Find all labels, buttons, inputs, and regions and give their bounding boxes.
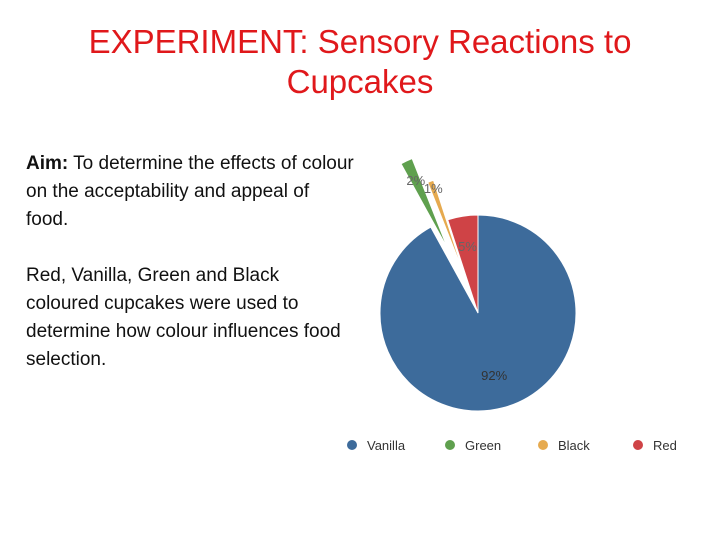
pie-slice-black	[427, 179, 465, 274]
legend-item-black: Black	[538, 438, 590, 453]
legend-label-vanilla: Vanilla	[367, 438, 406, 453]
pie-label-green: 2%	[406, 173, 425, 188]
legend-item-green: Green	[445, 438, 501, 453]
pie-slice-red	[447, 214, 479, 314]
pie-slice-vanilla	[379, 214, 577, 412]
legend-swatch-black	[538, 440, 548, 450]
pie-slice-green	[400, 157, 449, 250]
legend-item-vanilla: Vanilla	[347, 438, 406, 453]
body-text: Aim: To determine the effects of colour …	[26, 150, 356, 402]
aim-label: Aim:	[26, 153, 69, 174]
pie-chart-svg: 92% 2%1% 5% Vanilla Green Black Red	[347, 157, 677, 453]
legend-label-black: Black	[558, 438, 590, 453]
aim-text: To determine the effects of colour on th…	[26, 153, 354, 230]
pie-chart: 92% 2% 1% 5% Vanilla Green Black Red	[340, 140, 720, 470]
aim-paragraph: Aim: To determine the effects of colour …	[26, 150, 356, 234]
pie-label-vanilla: 92%	[481, 368, 507, 383]
pie-label-black: 1%	[424, 181, 443, 196]
legend-swatch-vanilla	[347, 440, 357, 450]
legend-swatch-red	[633, 440, 643, 450]
pie-label-red: 5%	[458, 239, 477, 254]
legend-label-red: Red	[653, 438, 677, 453]
method-paragraph: Red, Vanilla, Green and Black coloured c…	[26, 265, 341, 370]
legend-swatch-green	[445, 440, 455, 450]
slide-title: EXPERIMENT: Sensory Reactions to Cupcake…	[88, 23, 632, 100]
legend-label-green: Green	[465, 438, 501, 453]
legend-item-red: Red	[633, 438, 677, 453]
